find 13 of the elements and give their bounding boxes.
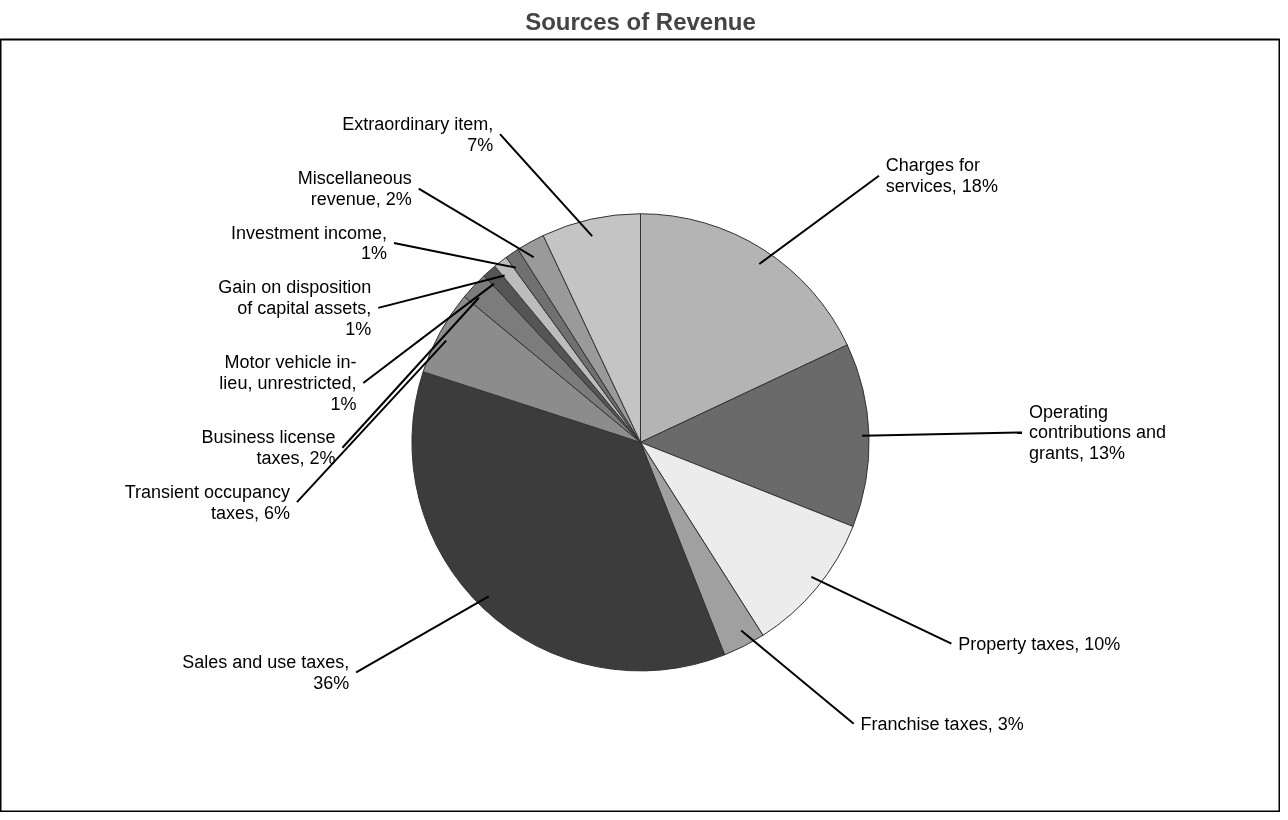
slice-label: Miscellaneous revenue, 2%	[297, 168, 412, 209]
slice-label: Operating contributions and grants, 13%	[1028, 401, 1167, 464]
slice-label: Transient occupancy taxes, 6%	[124, 481, 291, 523]
slice-label: Sales and use taxes, 36%	[182, 652, 350, 693]
slice-label: Property taxes, 10%	[958, 633, 1121, 654]
slice-label: Charges for services, 18%	[885, 155, 998, 197]
slice-label: Motor vehicle in-lieu, unrestricted, 1%	[219, 352, 357, 414]
slice-label: Extraordinary item, 7%	[342, 113, 494, 155]
chart-title: Sources of Revenue	[525, 7, 756, 35]
slice-label: Franchise taxes, 3%	[860, 713, 1024, 734]
slice-label: Business license taxes, 2%	[201, 427, 336, 469]
slice-label: Gain on disposition of capital assets, 1%	[218, 277, 372, 339]
slice-label: Investment income, 1%	[230, 222, 388, 264]
